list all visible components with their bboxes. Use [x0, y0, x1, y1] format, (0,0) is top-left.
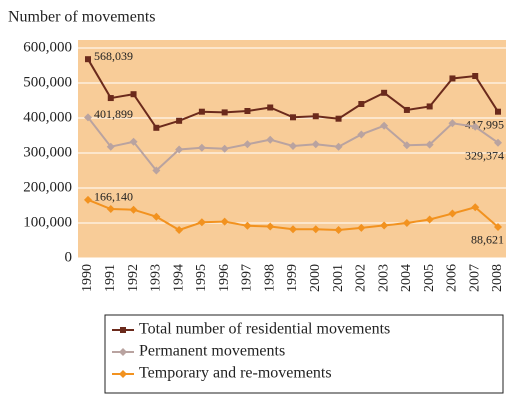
y-tick-label: 200,000 [23, 179, 72, 195]
y-tick-label: 500,000 [23, 74, 72, 90]
x-tick-label: 2000 [308, 264, 323, 292]
marker [494, 222, 502, 231]
x-tick-label: 1996 [217, 264, 232, 292]
legend-label: Total number of residential movements [139, 321, 390, 338]
y-tick-label: 0 [65, 249, 73, 265]
marker [403, 106, 410, 113]
value-label: 88,621 [471, 233, 504, 247]
marker [220, 217, 229, 226]
x-tick-label: 1997 [240, 264, 255, 292]
marker [197, 218, 206, 227]
marker [175, 226, 184, 234]
x-tick-label: 1990 [80, 264, 95, 292]
x-tick-label: 2003 [376, 264, 391, 292]
marker [311, 140, 320, 149]
marker [312, 113, 319, 120]
marker [448, 209, 457, 218]
x-tick-label: 1998 [262, 264, 277, 292]
marker [243, 221, 252, 230]
marker [290, 114, 296, 121]
x-tick-label: 1992 [126, 264, 141, 292]
marker [120, 327, 126, 333]
value-label: 401,899 [94, 107, 133, 121]
marker [425, 215, 434, 224]
marker [357, 223, 366, 232]
legend-label: Permanent movements [139, 343, 285, 360]
x-tick-label: 2005 [422, 264, 437, 292]
marker [335, 115, 342, 122]
x-tick-label: 2002 [354, 264, 369, 292]
marker [244, 108, 251, 114]
marker [176, 117, 183, 124]
marker [267, 104, 274, 111]
marker [380, 221, 389, 230]
marker [402, 141, 411, 150]
marker [243, 140, 252, 149]
marker [402, 219, 411, 227]
marker [152, 166, 161, 175]
marker [311, 225, 320, 234]
x-tick-label: 2006 [445, 264, 460, 292]
marker [358, 101, 365, 107]
marker [197, 143, 206, 152]
x-tick-label: 1995 [194, 264, 209, 292]
y-tick-label: 300,000 [23, 144, 72, 160]
marker [84, 195, 92, 204]
marker [266, 222, 275, 231]
marker [357, 130, 366, 139]
value-label: 166,140 [94, 190, 133, 204]
marker [153, 124, 160, 131]
marker [85, 56, 91, 63]
x-tick-label: 2004 [399, 264, 414, 292]
marker [289, 142, 297, 150]
x-tick-label: 2007 [467, 264, 482, 292]
marker [471, 122, 480, 131]
marker [129, 137, 138, 146]
marker [119, 348, 127, 356]
marker [129, 205, 138, 214]
marker [494, 138, 502, 147]
marker [106, 142, 115, 151]
marker [119, 370, 127, 378]
marker [425, 140, 434, 149]
x-tick-label: 2008 [490, 264, 505, 292]
y-tick-label: 100,000 [23, 214, 72, 230]
marker [221, 109, 228, 116]
marker [289, 225, 297, 234]
marker [175, 145, 184, 154]
marker [426, 103, 433, 110]
x-tick-label: 2001 [331, 264, 346, 292]
marker [380, 121, 389, 130]
marker [334, 142, 343, 151]
marker [130, 91, 137, 98]
value-label: 568,039 [94, 49, 133, 63]
marker [472, 73, 479, 79]
y-tick-label: 400,000 [23, 109, 72, 125]
marker [266, 135, 275, 144]
y-tick-label: 600,000 [23, 39, 72, 55]
x-tick-label: 1994 [171, 264, 186, 292]
marker [495, 108, 501, 115]
value-label: 417,995 [465, 117, 504, 131]
marker [448, 119, 457, 128]
x-tick-label: 1991 [103, 264, 118, 292]
marker [220, 144, 229, 153]
marker [152, 212, 161, 221]
x-tick-label: 1999 [285, 264, 300, 292]
x-tick-label: 1993 [149, 264, 164, 292]
legend-label: Temporary and re-movements [139, 365, 332, 382]
legend-box [104, 314, 504, 394]
marker [381, 89, 388, 96]
marker [449, 75, 456, 82]
marker [84, 113, 92, 122]
marker [106, 205, 115, 213]
marker [334, 226, 343, 234]
marker [471, 203, 480, 212]
chart-title: Number of movements [8, 9, 156, 26]
marker [107, 95, 114, 102]
value-label: 329,374 [465, 148, 504, 162]
marker [198, 108, 205, 115]
